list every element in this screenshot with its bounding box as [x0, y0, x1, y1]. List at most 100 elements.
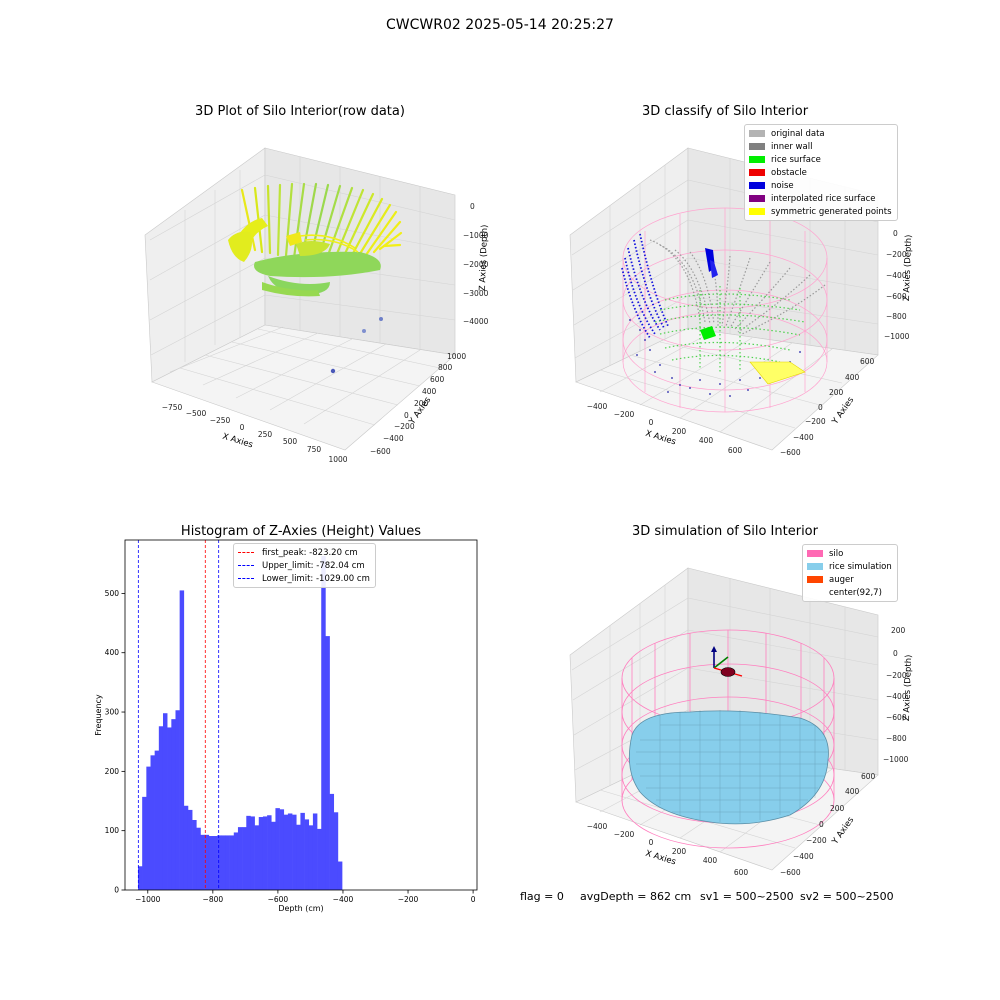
histogram-bar: [262, 816, 268, 890]
histogram-legend: first_peak: -823.20 cm Upper_limit: -782…: [233, 543, 376, 588]
histogram-bar: [208, 836, 214, 890]
histogram-bar: [254, 825, 260, 890]
legend-entry: auger: [807, 573, 892, 586]
histogram-bar: [333, 812, 339, 890]
raw-z-label: Z Axies (Depth): [478, 224, 490, 291]
histogram-bar: [175, 710, 180, 890]
raw-x-tick: 250: [258, 430, 273, 439]
histogram-x-tick-label: −200: [398, 895, 419, 904]
simulation-y-tick: 400: [845, 787, 860, 796]
raw-y-tick: 400: [422, 387, 437, 396]
footer-sv1: sv1 = 500~2500: [700, 890, 794, 903]
simulation-y-label: Y Axies: [830, 815, 857, 847]
legend-swatch: [749, 143, 765, 150]
histogram-y-label: Frequency: [94, 694, 103, 736]
histogram-bar: [179, 590, 185, 890]
histogram-bar: [212, 836, 218, 890]
raw-y-tick: 600: [430, 375, 445, 384]
classify-x-tick: 400: [699, 436, 714, 445]
histogram-bar: [217, 835, 222, 890]
histogram-bar: [275, 808, 280, 890]
simulation-z-tick: −200: [886, 671, 907, 680]
histogram-x-tick-label: −1000: [135, 895, 161, 904]
raw-z-tick: −4000: [463, 317, 489, 326]
histogram-bar: [242, 827, 247, 890]
simulation-y-tick: −600: [780, 868, 801, 877]
histogram-bar: [308, 825, 314, 890]
simulation-z-tick: −1000: [883, 755, 909, 764]
classify-z-label: Z Axies (Depth): [902, 234, 914, 301]
footer-avg-depth: avgDepth = 862 cm: [580, 890, 692, 903]
classify-y-tick: −200: [805, 417, 826, 426]
auger-marker: [711, 646, 743, 677]
simulation-y-tick: 0: [819, 820, 824, 829]
classify-x-tick: 200: [672, 427, 687, 436]
histogram-bar: [237, 827, 243, 890]
histogram-bar: [167, 727, 172, 890]
legend-entry: noise: [749, 179, 892, 192]
legend-line: [238, 578, 254, 579]
histogram-bar: [146, 766, 151, 890]
histogram-bar: [187, 809, 193, 890]
histogram-y-tick-label: 400: [105, 648, 120, 657]
histogram-bar: [337, 861, 343, 890]
legend-swatch: [749, 156, 765, 163]
histogram-bar: [142, 796, 147, 890]
classify-z-tick: −1000: [884, 332, 910, 341]
simulation-x-tick: 0: [649, 838, 654, 847]
histogram-y-tick-label: 0: [114, 886, 119, 895]
legend-swatch: [749, 169, 765, 176]
legend-entry: inner wall: [749, 140, 892, 153]
raw-y-tick: 0: [404, 411, 409, 420]
simulation-y-tick: 600: [861, 772, 876, 781]
histogram-bar: [171, 719, 176, 890]
classify-y-tick: 400: [845, 373, 860, 382]
classify-z-tick: 0: [893, 229, 898, 238]
legend-entry: original data: [749, 127, 892, 140]
histogram-bar: [325, 636, 330, 890]
histogram-y-tick-label: 100: [105, 826, 120, 835]
classify-point-cloud: [621, 233, 826, 397]
simulation-z-tick: 0: [893, 649, 898, 658]
legend-entry: Upper_limit: -782.04 cm: [238, 559, 370, 572]
simulation-z-tick: −600: [886, 713, 907, 722]
legend-line: [238, 552, 254, 553]
histogram-bar: [192, 820, 197, 890]
histogram-bar: [138, 866, 143, 890]
legend-swatch: [807, 589, 823, 596]
histogram-x-tick-label: 0: [471, 895, 476, 904]
raw-x-tick: 0: [240, 423, 245, 432]
rice-simulation-surface: [628, 710, 829, 825]
classify-z-tick: −200: [886, 250, 907, 259]
histogram-bar: [317, 828, 322, 890]
raw-y-tick: −600: [370, 447, 391, 456]
raw-y-tick: 800: [438, 363, 453, 372]
histogram-bar: [292, 814, 297, 890]
histogram-bar: [312, 813, 318, 890]
raw-x-tick: −500: [186, 409, 207, 418]
histogram-bar: [229, 835, 235, 890]
simulation-x-tick: −400: [587, 822, 608, 831]
footer-flag: flag = 0: [520, 890, 564, 903]
legend-swatch: [807, 550, 823, 557]
legend-swatch: [749, 195, 765, 202]
classify-legend: original data inner wall rice surface ob…: [744, 124, 898, 221]
classify-z-tick: −800: [886, 312, 907, 321]
classify-y-tick: 600: [860, 357, 875, 366]
histogram-bar: [196, 827, 201, 890]
simulation-y-tick: −400: [793, 852, 814, 861]
figure-title: CWCWR02 2025-05-14 20:25:27: [386, 17, 614, 33]
histogram-bar: [300, 812, 305, 890]
simulation-x-tick: 600: [734, 868, 749, 877]
classify-z-tick: −400: [886, 271, 907, 280]
classify-x-tick: 0: [649, 418, 654, 427]
histogram-bar: [183, 805, 189, 890]
histogram-bar: [258, 817, 264, 890]
simulation-plot-title: 3D simulation of Silo Interior: [632, 524, 818, 539]
raw-z-tick: −1000: [463, 231, 489, 240]
histogram-title: Histogram of Z-Axies (Height) Values: [180, 524, 422, 539]
footer-sv2: sv2 = 500~2500: [800, 890, 894, 903]
simulation-x-tick: −200: [614, 830, 635, 839]
